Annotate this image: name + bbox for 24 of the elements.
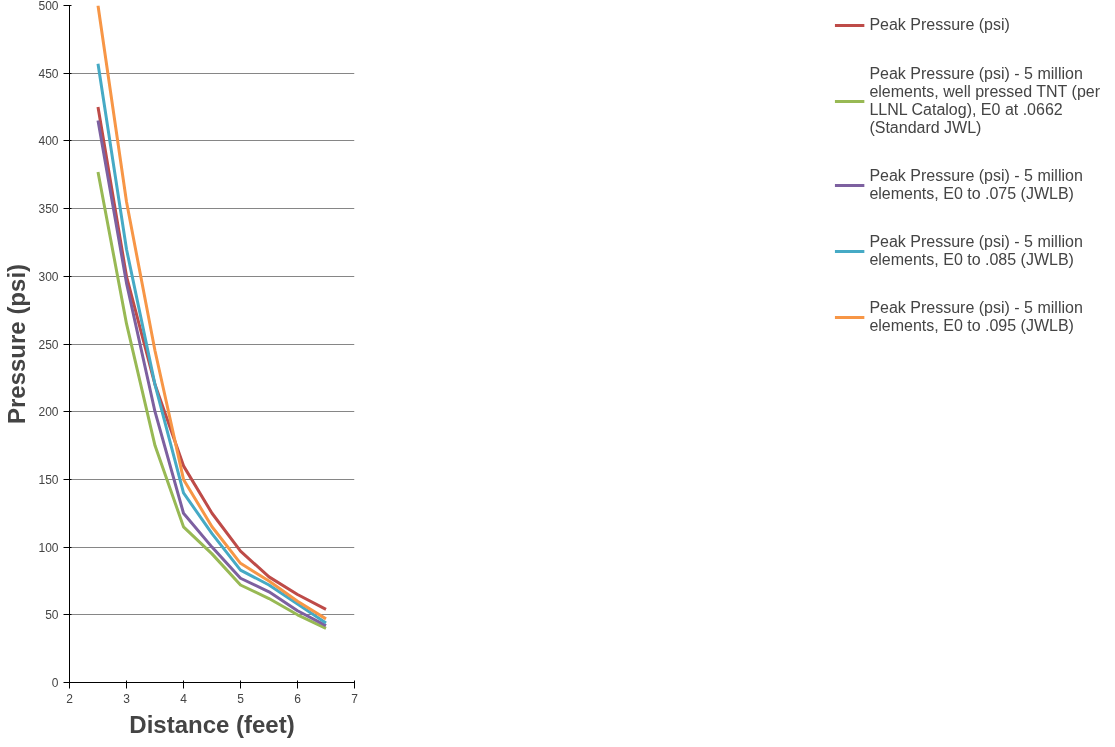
y-tick-label: 250 bbox=[38, 337, 59, 352]
legend-label: Peak Pressure (psi) - 5 million elements, E0 to .085 (JWLB) bbox=[869, 233, 1083, 269]
y-tick-label: 0 bbox=[51, 676, 59, 690]
x-tick-label: 2 bbox=[66, 691, 74, 706]
y-tick-label: 500 bbox=[38, 0, 59, 13]
y-tick-label: 300 bbox=[38, 269, 59, 284]
y-tick-label: 450 bbox=[38, 66, 59, 81]
legend-label: Peak Pressure (psi) bbox=[869, 15, 1010, 35]
x-tick-label: 3 bbox=[123, 691, 131, 706]
y-tick-label: 400 bbox=[38, 134, 59, 149]
y-tick-label: 100 bbox=[38, 540, 59, 555]
y-tick-label: 50 bbox=[45, 608, 59, 623]
x-tick-label: 4 bbox=[180, 691, 188, 706]
y-axis-title: Pressure (psi) bbox=[3, 263, 31, 425]
x-axis-title: Distance (feet) bbox=[129, 710, 295, 738]
y-tick-label: 150 bbox=[38, 472, 59, 487]
x-tick-label: 7 bbox=[351, 691, 359, 706]
x-tick-label: 5 bbox=[237, 691, 245, 706]
x-tick-label: 6 bbox=[294, 691, 302, 706]
legend-label: Peak Pressure (psi) - 5 million elements, E0 to .075 (JWLB) bbox=[869, 167, 1083, 203]
legend-label: Peak Pressure (psi) - 5 million elements, well pressed TNT (per LLNL Catalog), E0 at .0662 (Standard JWL) bbox=[869, 65, 1100, 137]
legend-label: Peak Pressure (psi) - 5 million elements, E0 to .095 (JWLB) bbox=[869, 299, 1083, 335]
y-tick-label: 200 bbox=[38, 405, 59, 420]
y-tick-label: 350 bbox=[38, 202, 59, 217]
